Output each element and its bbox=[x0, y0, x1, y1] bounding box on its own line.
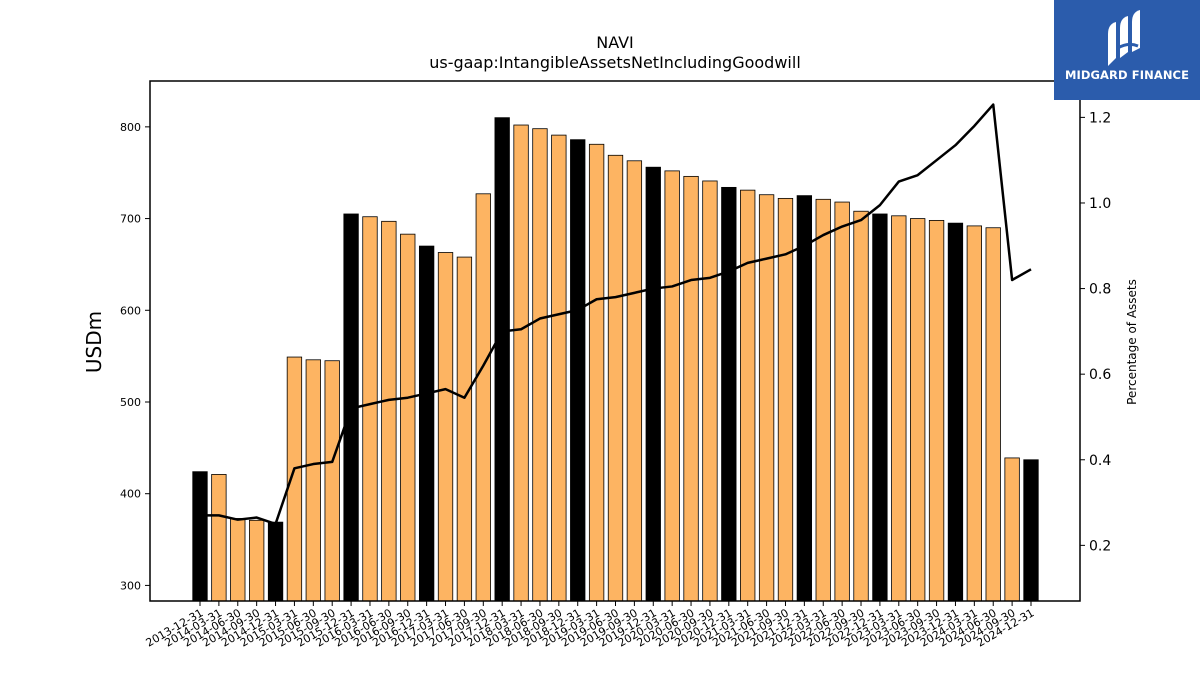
y2-tick-label: 0.6 bbox=[1089, 367, 1111, 383]
bar-2023-12-31 bbox=[947, 222, 964, 602]
y-tick-label: 300 bbox=[120, 579, 141, 592]
bar-2023-03-31 bbox=[891, 215, 907, 602]
percentage-line bbox=[200, 103, 1032, 526]
bar-2015-03-31 bbox=[286, 356, 303, 602]
bar-2018-12-31 bbox=[570, 139, 586, 602]
y2-tick-label: 0.2 bbox=[1089, 538, 1111, 554]
bar-2014-06-30 bbox=[230, 518, 246, 602]
y-tick-label: 600 bbox=[120, 304, 141, 317]
plot-frame bbox=[149, 80, 1081, 602]
y2-tick-label: 0.4 bbox=[1089, 453, 1111, 469]
bar-2019-06-30 bbox=[607, 154, 624, 602]
bar-2015-06-30 bbox=[305, 359, 321, 602]
bar-2017-06-30 bbox=[456, 256, 473, 602]
bar-2020-06-30 bbox=[683, 175, 699, 602]
chart-title: NAVI bbox=[596, 33, 634, 52]
bar-2015-09-30 bbox=[324, 360, 340, 602]
bar-2024-06-30 bbox=[985, 227, 1001, 602]
y-tick-label: 800 bbox=[120, 121, 141, 134]
y2-tick-label: 1.0 bbox=[1089, 196, 1111, 212]
bar-2013-12-31 bbox=[192, 471, 208, 602]
bar-2020-12-31 bbox=[721, 186, 737, 602]
y-tick-label: 400 bbox=[120, 488, 141, 501]
bar-2021-06-30 bbox=[758, 194, 775, 602]
bar-2022-03-31 bbox=[815, 198, 831, 602]
bar-2022-12-31 bbox=[872, 213, 888, 602]
bar-2018-06-30 bbox=[532, 128, 548, 602]
y2-ticks-group: 0.2 0.4 0.6 0.8 1.0 1.2 bbox=[1080, 110, 1111, 554]
bar-2016-09-30 bbox=[400, 233, 416, 602]
bar-2019-09-30 bbox=[626, 160, 643, 602]
chart-subtitle: us-gaap:IntangibleAssetsNetIncludingGood… bbox=[429, 53, 801, 72]
y-ticks-group: 300 400 500 600 700 800 bbox=[120, 121, 150, 592]
logo-text: MIDGARD FINANCE bbox=[1064, 68, 1190, 82]
y-tick-label: 700 bbox=[120, 213, 141, 226]
y2-tick-label: 0.8 bbox=[1089, 282, 1111, 298]
y-axis-label: USDm bbox=[82, 311, 106, 373]
bar-2019-12-31 bbox=[645, 166, 661, 602]
bar-2016-03-31 bbox=[362, 216, 378, 602]
bar-2024-03-31 bbox=[966, 225, 982, 602]
bar-2023-06-30 bbox=[910, 218, 926, 602]
bars-group bbox=[192, 117, 1039, 602]
y2-axis-label: Percentage of Assets bbox=[1125, 279, 1139, 405]
bar-2018-09-30 bbox=[551, 134, 567, 602]
bar-2014-09-30 bbox=[249, 519, 265, 602]
bar-2018-03-31 bbox=[513, 124, 529, 602]
bar-2016-12-31 bbox=[418, 245, 435, 602]
midgard-logo-icon bbox=[1108, 10, 1140, 66]
bar-2022-06-30 bbox=[834, 201, 850, 602]
bar-2021-12-31 bbox=[796, 195, 813, 602]
bar-2021-03-31 bbox=[740, 189, 756, 602]
bar-2023-09-30 bbox=[928, 219, 945, 602]
bar-2016-06-30 bbox=[381, 220, 397, 602]
bar-2024-12-31 bbox=[1023, 459, 1039, 602]
bar-2024-09-30 bbox=[1004, 457, 1020, 602]
bar-2020-09-30 bbox=[702, 180, 718, 602]
x-ticks-group: 2013-12-312014-03-312014-06-302014-09-30… bbox=[144, 601, 1037, 650]
bar-2021-09-30 bbox=[777, 197, 794, 602]
bar-2017-12-31 bbox=[494, 117, 510, 602]
y2-tick-label: 1.2 bbox=[1089, 110, 1111, 126]
bar-2017-03-31 bbox=[437, 252, 454, 602]
bar-2014-03-31 bbox=[211, 474, 227, 602]
bar-2022-09-30 bbox=[853, 210, 869, 602]
midgard-logo: MIDGARD FINANCE bbox=[1054, 0, 1200, 100]
bar-2014-12-31 bbox=[267, 521, 284, 602]
bar-2017-09-30 bbox=[475, 193, 491, 602]
bar-2019-03-31 bbox=[588, 143, 605, 602]
bar-2020-03-31 bbox=[664, 170, 680, 602]
y-tick-label: 500 bbox=[120, 396, 141, 409]
